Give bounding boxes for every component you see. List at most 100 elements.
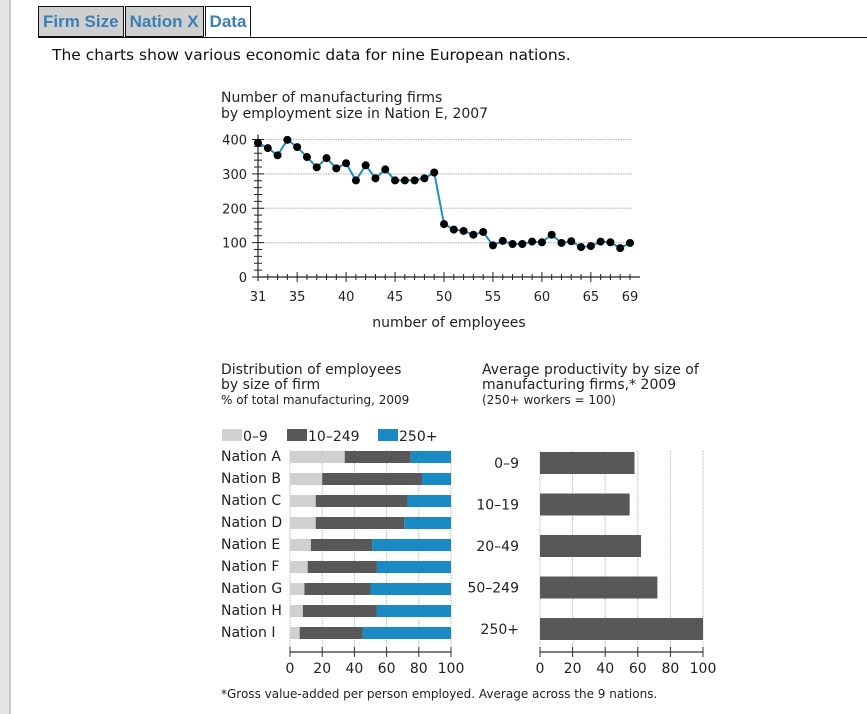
prod-chart-category-label: 20–49 [476,539,519,555]
dist-chart-bar-segment [290,451,345,463]
line-chart-point [459,226,468,235]
dist-chart-category-label: Nation I [221,625,275,641]
dist-chart-category-label: Nation H [221,603,282,619]
dist-chart-bar-segment [372,539,451,551]
dist-chart-bar-segment [304,583,371,595]
line-chart-point [488,241,497,250]
dist-chart-bar-segment [310,539,373,551]
dist-chart-bar-segment [362,627,451,639]
line-chart-point [547,230,556,239]
line-chart-ytick-label: 200 [222,202,247,217]
prod-chart-bar [540,618,703,640]
line-chart-xtick-label: 45 [387,290,404,305]
dist-chart-title-1: Distribution of employees [221,362,401,378]
dist-chart-title-2: by size of firm [221,377,320,393]
prod-chart-category-label: 50–249 [467,581,519,597]
line-chart-point [410,176,419,185]
dist-chart-bar-segment [290,517,316,529]
line-chart-point [508,240,517,248]
line-chart-point [596,237,605,246]
dist-chart-category-label: Nation B [221,471,281,487]
line-chart-xtick-label: 35 [289,290,306,305]
line-chart-point [302,153,311,162]
prod-chart-xtick-label: 80 [661,661,679,677]
line-chart-point [518,240,527,248]
line-chart-point [312,163,321,172]
dist-chart-bar-segment [290,473,323,485]
line-chart-point [528,237,537,246]
legend-swatch [287,429,307,441]
dist-chart-bar-segment [410,451,451,463]
line-chart-point [371,174,380,183]
prod-chart-xtick-label: 20 [564,661,582,677]
line-chart-point [626,238,634,247]
line-chart-point [420,174,429,183]
line-chart-point [400,176,409,185]
line-chart-point [479,227,488,236]
line-chart-title-1: Number of manufacturing firms [221,90,442,106]
line-chart-point [361,161,370,170]
line-chart-point [440,220,448,229]
line-chart-point [577,243,586,252]
prod-chart-title-1: Average productivity by size of [482,362,700,378]
prod-chart-xtick-label: 40 [596,661,614,677]
legend-label: 0–9 [243,429,268,445]
line-chart-ytick-label: 100 [222,237,247,252]
line-chart-point [537,238,546,247]
prod-chart-subtitle: (250+ workers = 100) [482,393,616,407]
line-chart-title-2: by employment size in Nation E, 2007 [221,106,488,122]
dist-chart-bar-segment [290,539,311,551]
legend-swatch [378,429,398,441]
line-chart-point [606,238,615,247]
line-chart-xlabel: number of employees [372,315,525,331]
dist-chart-category-label: Nation G [221,581,282,597]
line-chart-point [293,143,302,152]
intro-text: The charts show various economic data fo… [52,46,571,64]
line-chart-xtick-label: 55 [485,290,502,305]
dist-chart-bar-segment [302,605,377,617]
dist-chart-bar-segment [307,561,377,573]
line-chart-point [342,159,351,168]
tab-underline [38,37,867,38]
line-chart-point [351,176,360,185]
dist-chart-xtick-label: 60 [378,661,396,677]
dist-chart-category-label: Nation C [221,493,281,509]
tab-firm-size[interactable]: Firm Size [38,6,124,37]
tab-nation-x[interactable]: Nation X [124,6,204,37]
line-chart-point [283,135,292,144]
line-chart-ytick-label: 300 [222,168,247,183]
line-chart-point [469,230,478,239]
dist-chart-bar-segment [404,517,451,529]
legend-label: 10–249 [308,429,360,445]
prod-chart-bar [540,535,642,557]
dist-chart-bar-segment [322,473,423,485]
dist-chart-bar-segment [315,517,405,529]
prod-chart-xtick-label: 100 [690,661,717,677]
dist-chart-bar-segment [290,605,303,617]
line-chart-point [332,164,341,173]
line-chart-point [254,138,262,147]
line-chart-point [322,154,331,163]
line-chart-point [557,238,566,247]
prod-chart-xtick-label: 60 [629,661,647,677]
line-chart-point [567,237,576,246]
line-chart-point [381,165,390,174]
line-chart-xtick-label: 60 [534,290,551,305]
line-chart-point [498,236,507,245]
prod-chart-bar [540,493,630,516]
dist-chart-xtick-label: 40 [345,661,363,677]
dist-chart-xtick-label: 80 [410,661,428,677]
line-chart-point [586,242,595,251]
line-chart-series-line [257,138,631,250]
dist-chart-bar-segment [315,495,408,507]
dist-chart-bar-segment [376,561,451,573]
tab-bar: Firm Size Nation X Data [38,6,252,37]
prod-chart-category-label: 10–19 [476,498,519,514]
dist-chart-category-label: Nation D [221,515,282,531]
line-chart-point [273,151,282,160]
line-chart-xtick-label: 50 [436,290,453,305]
dist-chart-bar-segment [290,627,300,639]
tab-data[interactable]: Data [204,6,252,37]
prod-chart: 0–9 10–19 20–49 50–249 250+ 0 20 40 60 80 100 [467,451,716,677]
